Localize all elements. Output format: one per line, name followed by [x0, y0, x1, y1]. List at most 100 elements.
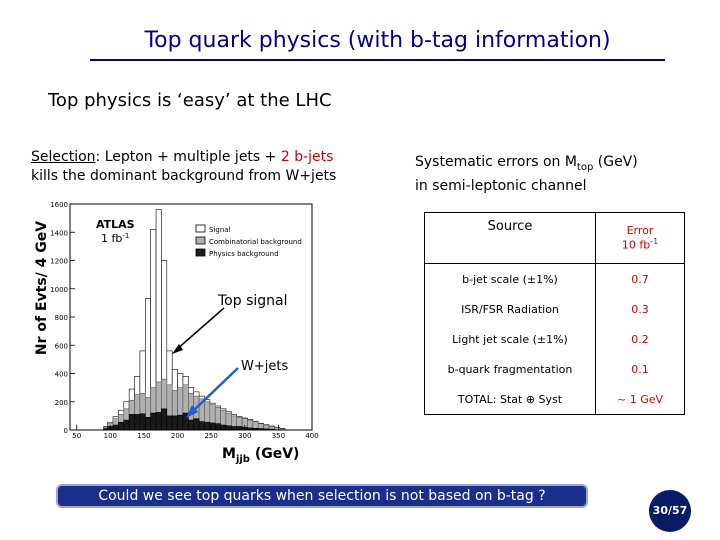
y-tick-label-1: 200	[55, 399, 68, 407]
title-underline	[90, 59, 665, 61]
legend-swatch-signal	[195, 224, 206, 233]
row-error: 0.2	[595, 324, 685, 354]
selection-label: Selection	[31, 149, 96, 165]
table-row-total: TOTAL: Stat ⊕ Syst ~ 1 GeV	[424, 384, 685, 415]
y-tick-label-5: 1000	[50, 286, 68, 294]
row-source: TOTAL: Stat ⊕ Syst	[424, 384, 596, 415]
bar-physics-background-8	[144, 416, 151, 431]
legend-label-signal: Signal	[209, 226, 231, 234]
bar-physics-background-6	[134, 414, 141, 431]
x-tick-label-1: 100	[104, 432, 117, 440]
page-number-badge: 30/57	[649, 490, 691, 532]
row-source: b-jet scale (±1%)	[424, 263, 596, 294]
x-axis-label-unit: (GeV)	[249, 446, 300, 462]
legend-label-physics: Physics background	[209, 250, 279, 258]
header-error: Error 10 fb-1	[595, 212, 685, 264]
bar-physics-background-20	[209, 422, 216, 431]
wjets-arrowhead	[186, 405, 198, 418]
systematics-line1-pre: Systematic errors on M	[415, 154, 577, 170]
bar-physics-background-22	[220, 424, 227, 431]
x-axis-label-sub: jjb	[235, 453, 250, 465]
bar-physics-background-17	[193, 418, 200, 431]
wjets-label: W+jets	[241, 359, 288, 374]
table-row: ISR/FSR Radiation 0.3	[424, 294, 685, 324]
x-tick-label-2: 150	[137, 432, 150, 440]
selection-highlight: 2 b-jets	[280, 149, 334, 165]
question-text: Could we see top quarks when selection i…	[98, 488, 546, 504]
experiment-label: ATLAS	[96, 218, 135, 231]
systematics-line2: in semi-leptonic channel	[415, 177, 587, 194]
row-source: b-quark fragmentation	[424, 354, 596, 384]
row-error: ~ 1 GeV	[595, 384, 685, 415]
legend: Signal Combinatorial background Physics …	[195, 224, 302, 258]
luminosity-label: 1 fb-1	[101, 232, 129, 245]
y-tick-label-8: 1600	[50, 201, 68, 209]
row-error: 0.3	[595, 294, 685, 324]
legend-swatch-combinatorial	[195, 236, 206, 245]
y-tick-label-0: 0	[64, 427, 68, 435]
bar-physics-background-5	[128, 414, 135, 431]
bar-physics-background-14	[177, 414, 184, 431]
mass-histogram: 50 100 150 200 250 300 350 400 0 200 400 600 800 1000…	[50, 201, 319, 440]
x-axis-label-main: M	[222, 446, 236, 462]
top-signal-arrow	[175, 307, 225, 351]
bar-physics-background-12	[166, 415, 173, 431]
top-signal-label: Top signal	[217, 293, 288, 309]
x-tick-label-4: 250	[204, 432, 217, 440]
selection-text-1: : Lepton + multiple jets +	[95, 149, 281, 165]
bar-physics-background-4	[123, 419, 130, 431]
bar-physics-background-18	[198, 421, 205, 431]
row-error: 0.7	[595, 263, 685, 294]
table-row: b-quark fragmentation 0.1	[424, 354, 685, 384]
slide-title: Top quark physics (with b-tag informatio…	[144, 28, 611, 53]
selection-text-2: kills the dominant background from W+jet…	[31, 168, 337, 184]
bar-physics-background-19	[204, 421, 211, 431]
x-tick-label-7: 400	[305, 432, 318, 440]
bar-physics-background-2	[112, 424, 119, 431]
table-row: Light jet scale (±1%) 0.2	[424, 324, 685, 354]
y-tick-label-7: 1400	[50, 229, 68, 237]
systematics-line1-sub: top	[576, 161, 594, 173]
systematics-heading: Systematic errors on Mtop (GeV) in semi-…	[415, 153, 638, 196]
bar-physics-background-21	[214, 423, 221, 431]
legend-swatch-physics	[195, 248, 206, 257]
y-tick-label-4: 800	[55, 314, 68, 322]
row-source: Light jet scale (±1%)	[424, 324, 596, 354]
x-tick-label-3: 200	[171, 432, 184, 440]
x-tick-label-0: 50	[72, 432, 81, 440]
row-source: ISR/FSR Radiation	[424, 294, 596, 324]
x-tick-label-5: 300	[238, 432, 251, 440]
bar-physics-background-25	[236, 426, 243, 431]
bar-physics-background-9	[150, 412, 157, 431]
legend-label-combinatorial: Combinatorial background	[209, 238, 302, 246]
table-header-row: Source Error 10 fb-1	[424, 212, 685, 264]
bar-physics-background-3	[118, 421, 125, 431]
top-signal-arrowhead	[172, 344, 183, 354]
bar-physics-background-23	[225, 425, 232, 431]
question-banner: Could we see top quarks when selection i…	[56, 484, 588, 508]
bar-physics-background-7	[139, 413, 146, 431]
bar-physics-background-10	[155, 412, 162, 431]
axis-ticks: 50 100 150 200 250 300 350 400 0 200 400 600 800 1000…	[50, 201, 319, 440]
systematics-line1-post: (GeV)	[593, 154, 638, 170]
table-row: b-jet scale (±1%) 0.7	[424, 263, 685, 294]
header-error-sup: -1	[650, 237, 659, 247]
bar-physics-background-13	[171, 415, 178, 431]
y-tick-label-2: 400	[55, 371, 68, 379]
selection-text: Selection: Lepton + multiple jets + 2 b-…	[31, 148, 336, 186]
wjets-arrow	[191, 367, 239, 413]
row-error: 0.1	[595, 354, 685, 384]
systematic-errors-table: Source Error 10 fb-1 b-jet scale (±1%) 0…	[424, 212, 685, 415]
header-error-line2: 10 fb	[621, 238, 651, 252]
slide-subtitle: Top physics is ‘easy’ at the LHC	[48, 90, 332, 111]
bar-physics-background-24	[231, 426, 238, 431]
bar-physics-background-11	[161, 408, 168, 431]
x-axis-label: Mjjb (GeV)	[222, 446, 299, 465]
header-error-line1: Error	[626, 224, 654, 238]
x-tick-label-6: 350	[272, 432, 285, 440]
bar-physics-background-16	[188, 419, 194, 431]
top-signal-label-bg	[214, 290, 304, 310]
header-source: Source	[424, 212, 596, 264]
y-tick-label-6: 1200	[50, 258, 68, 266]
y-tick-label-3: 600	[55, 342, 68, 350]
